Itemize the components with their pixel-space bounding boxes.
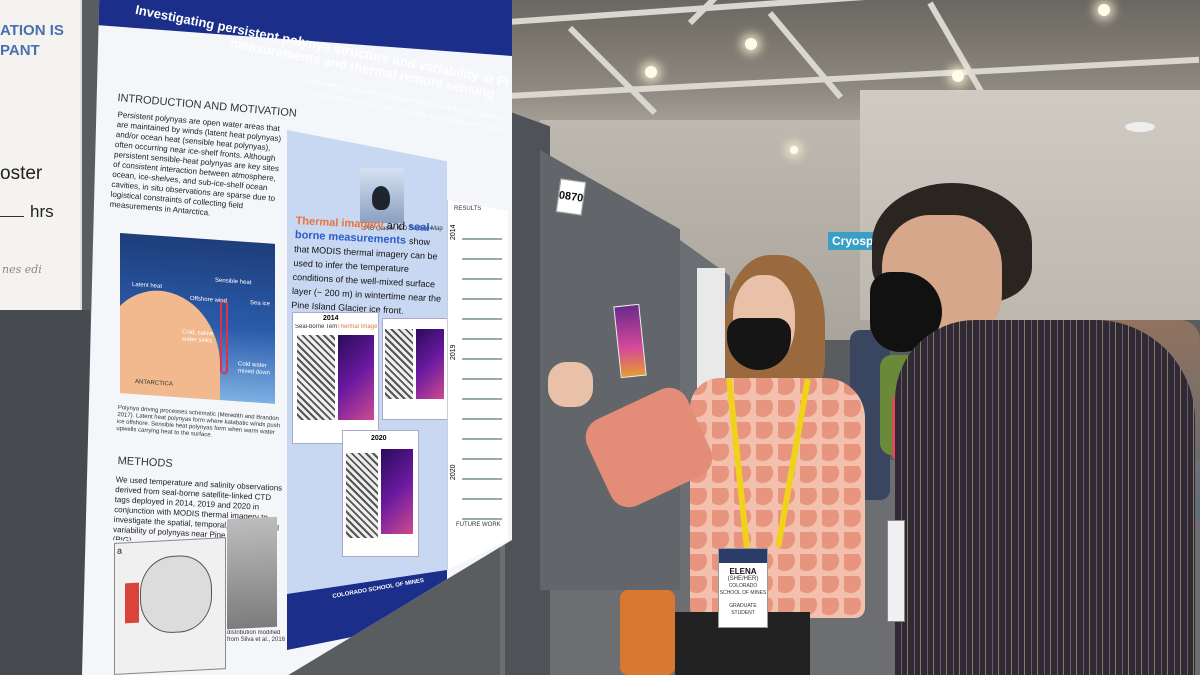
thermal-body: show that MODIS thermal imagery can be u…: [290, 235, 442, 316]
badge-name: ELENA: [729, 567, 757, 576]
thermal-text: Thermal imagery and seal-borne measureme…: [291, 214, 446, 320]
ceiling-light: [745, 38, 757, 50]
listener-shirt: [895, 320, 1195, 675]
antarctica-map: a: [114, 537, 226, 675]
badge-band: [719, 549, 767, 563]
methods-heading: METHODS: [117, 455, 173, 470]
ceiling-light: [952, 70, 964, 82]
profile-grid: [462, 220, 502, 520]
badge-org: COLORADO SCHOOL OF MINES: [719, 583, 767, 596]
badge-pronouns: (SHE/HER): [727, 576, 759, 582]
left-poster-text: hrs: [30, 202, 54, 221]
left-poster: ATION IS PANT oster hrs nes edi: [0, 0, 82, 310]
partition-panel-left: [0, 310, 90, 675]
schematic-label: Offshore wind: [190, 295, 227, 305]
year-label: 2019: [450, 344, 457, 360]
seal-photo: [360, 168, 404, 223]
badge-role: GRADUATE STUDENT: [729, 603, 757, 616]
listener-badge: [887, 520, 905, 622]
thermal-plot: [381, 449, 413, 534]
year-label: 2014: [450, 224, 457, 240]
panel-label: Seal-borne Temperature: [295, 324, 337, 330]
polynya-schematic: Latent heat Sensible heat Offshore wind …: [120, 233, 275, 404]
seal-plot: [297, 335, 335, 420]
thermal-plot: [416, 329, 444, 399]
map-caption: distribution modified from Silva et al.,…: [227, 630, 286, 643]
year-label: 2020: [450, 464, 457, 480]
seal-plot: [385, 329, 413, 399]
intro-text: Persistent polynyas are open water areas…: [109, 110, 282, 218]
future-label: FUTURE WORK: [456, 522, 501, 528]
face-mask: [727, 318, 791, 370]
continent-shape: [140, 553, 212, 635]
year-label: 2020: [371, 435, 387, 442]
schematic-label: Sea ice: [250, 300, 271, 308]
panel-2014-seal: 2014 Seal-borne Temperature Thermal Imag…: [292, 312, 379, 444]
presenter-blouse: [690, 378, 865, 618]
main-poster: Investigating persistent polynya structu…: [82, 0, 512, 675]
thermal-plot: [338, 335, 374, 420]
orange-bag: [620, 590, 675, 675]
panel-2020: 2020: [342, 430, 419, 557]
map-label: a: [117, 545, 123, 556]
photo-caption: PIG Glacier, CO Seabed Map: [364, 226, 443, 232]
left-poster-text: ATION IS: [0, 22, 64, 39]
year-label: 2014: [323, 315, 339, 322]
underline: [0, 216, 24, 217]
hanging-lamp: [1125, 122, 1155, 132]
name-badge: ELENA (SHE/HER) COLORADO SCHOOL OF MINES…: [718, 548, 768, 628]
seal-shape: [372, 186, 390, 210]
handwriting: nes edi: [2, 263, 42, 276]
satellite-image: [227, 516, 277, 630]
small-poster: [697, 268, 725, 388]
panel-label: Thermal Imagery: [337, 324, 377, 330]
left-poster-text: PANT: [0, 42, 40, 59]
schematic-caption: Polynya driving processes schematic (Mer…: [116, 405, 281, 439]
schematic-label: Cold, saline water sinks: [182, 329, 214, 345]
ceiling-light: [1098, 4, 1110, 16]
schematic-label: Latent heat: [132, 281, 163, 290]
schematic-label: Sensible heat: [215, 277, 252, 287]
results-label: RESULTS: [454, 206, 482, 212]
map-highlight: [125, 582, 139, 624]
seal-plot: [346, 453, 378, 538]
left-poster-text: oster: [0, 163, 43, 184]
schematic-label: Cold water mixed down: [238, 361, 271, 377]
results-strip: RESULTS 2014 2019 2020 FUTURE WORK: [447, 200, 508, 570]
ceiling-light: [645, 66, 657, 78]
thermal-and: and: [386, 219, 406, 233]
panel-2019: [382, 318, 450, 420]
pointing-hand: [548, 362, 593, 407]
board-number: 0870: [555, 178, 587, 216]
ceiling-light: [790, 146, 798, 154]
